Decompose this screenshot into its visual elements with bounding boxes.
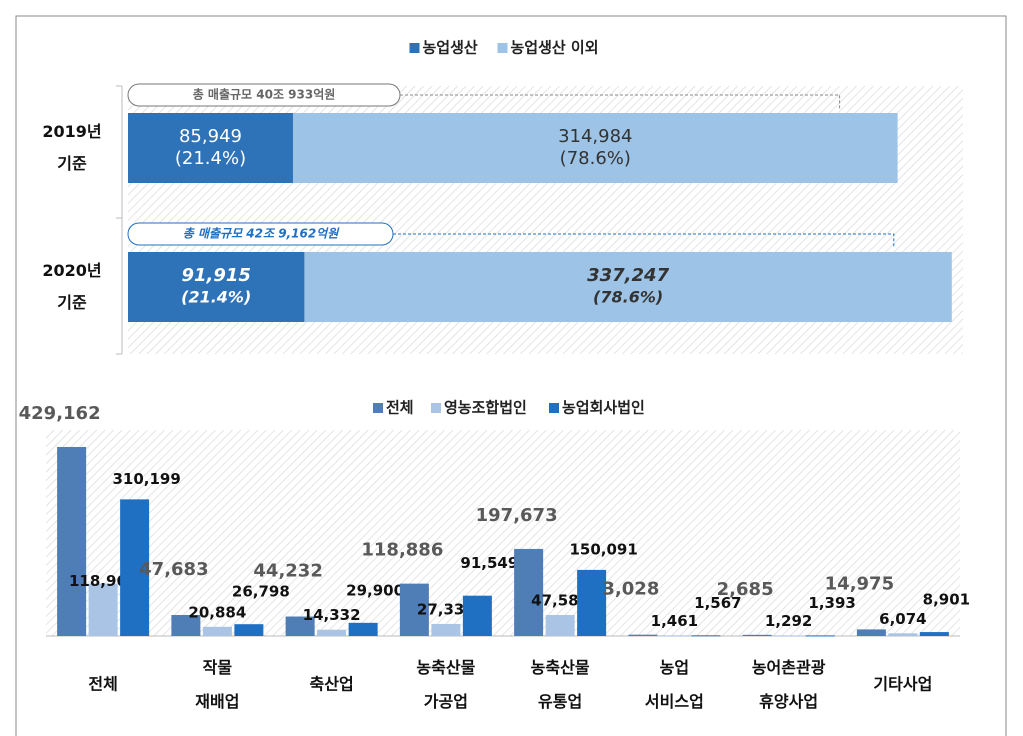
bar (348, 622, 378, 636)
value-label: 26,798 (232, 583, 290, 601)
bar (462, 595, 492, 636)
legend-swatch (431, 403, 441, 413)
x-tick-label: 전체 (88, 675, 117, 694)
x-tick-label: 농축산물 유통업 (531, 658, 590, 711)
bar-segment (304, 252, 952, 322)
legend-label: 농업회사법인 (562, 399, 645, 417)
value-label: 1,393 (808, 594, 855, 612)
bar (234, 624, 264, 636)
legend-label: 농업생산 이외 (511, 39, 599, 57)
bar (399, 583, 429, 636)
bar (57, 446, 87, 636)
category-label: 2020년 기준 (42, 261, 101, 312)
bar (88, 583, 118, 636)
legend-swatch (497, 43, 508, 53)
bar (659, 635, 689, 637)
x-tick-label: 작물 재배업 (195, 658, 239, 711)
value-label: 310,199 (112, 470, 180, 488)
bar (628, 634, 658, 636)
bar (774, 635, 804, 637)
value-label: 429,162 (19, 403, 101, 424)
value-label: 2,685 (717, 579, 774, 600)
bar (742, 634, 772, 636)
bar (285, 616, 315, 636)
bar (431, 623, 461, 636)
value-label: 8,901 (923, 591, 970, 609)
share-label: (78.6%) (593, 288, 663, 307)
share-label: (21.4%) (181, 288, 251, 307)
x-tick-label: 축산업 (310, 675, 354, 694)
x-tick-label: 농업 서비스업 (645, 658, 704, 711)
value-label: 20,884 (188, 603, 246, 621)
value-label: 1,292 (765, 612, 812, 630)
value-label: 29,900 (346, 581, 404, 599)
bar (120, 499, 150, 636)
value-label: 197,673 (476, 505, 558, 526)
bar-segment (128, 113, 293, 183)
value-label: 47,683 (139, 559, 208, 580)
value-label: 1,567 (694, 594, 741, 612)
value-label: 44,232 (253, 561, 322, 582)
bar (171, 614, 201, 636)
bar (805, 635, 835, 637)
value-label: 91,549 (460, 554, 518, 572)
value-label: 14,975 (825, 573, 894, 594)
value-label: 118,886 (361, 540, 443, 561)
value-label: 47,582 (531, 592, 589, 610)
axis (116, 85, 123, 355)
bar (888, 633, 918, 636)
bar (691, 635, 721, 637)
share-label: (78.6%) (560, 148, 631, 169)
value-label: 314,984 (558, 126, 632, 147)
category-label: 2019년 기준 (42, 122, 101, 173)
frame (15, 15, 1007, 736)
bar (514, 548, 544, 636)
value-label: 27,338 (417, 600, 475, 618)
x-tick-label: 농축산물 가공업 (416, 658, 475, 711)
bar (577, 569, 607, 636)
legend-swatch (373, 403, 383, 413)
value-label: 3,028 (602, 579, 659, 600)
x-tick-label: 농어촌관광 휴양사업 (752, 658, 826, 711)
annotation-connector (400, 94, 841, 109)
legend-swatch (549, 403, 559, 413)
annotation-connector (393, 233, 895, 248)
value-label: 91,915 (181, 265, 250, 286)
annotation: 총 매출규모 42조 9,162억원 (183, 227, 340, 241)
plot-background (46, 430, 960, 636)
bar-segment (292, 113, 898, 183)
legend-label: 농업생산 (423, 39, 478, 57)
value-label: 85,949 (179, 126, 242, 147)
value-label: 337,247 (587, 265, 669, 286)
value-label: 1,461 (651, 612, 698, 630)
bar (202, 626, 232, 636)
value-label: 14,332 (303, 606, 361, 624)
bar (545, 615, 575, 636)
x-tick-label: 기타사업 (873, 675, 932, 694)
legend-label: 전체 (386, 399, 414, 417)
bar (919, 632, 949, 636)
value-label: 6,074 (879, 610, 926, 628)
bar (856, 629, 886, 636)
bar-segment (128, 252, 305, 322)
legend-label: 영농조합법인 (444, 399, 527, 417)
annotation: 총 매출규모 40조 933억원 (193, 87, 336, 102)
legend-swatch (409, 43, 420, 53)
value-label: 150,091 (569, 540, 637, 558)
share-label: (21.4%) (175, 148, 246, 169)
bar (317, 629, 347, 636)
